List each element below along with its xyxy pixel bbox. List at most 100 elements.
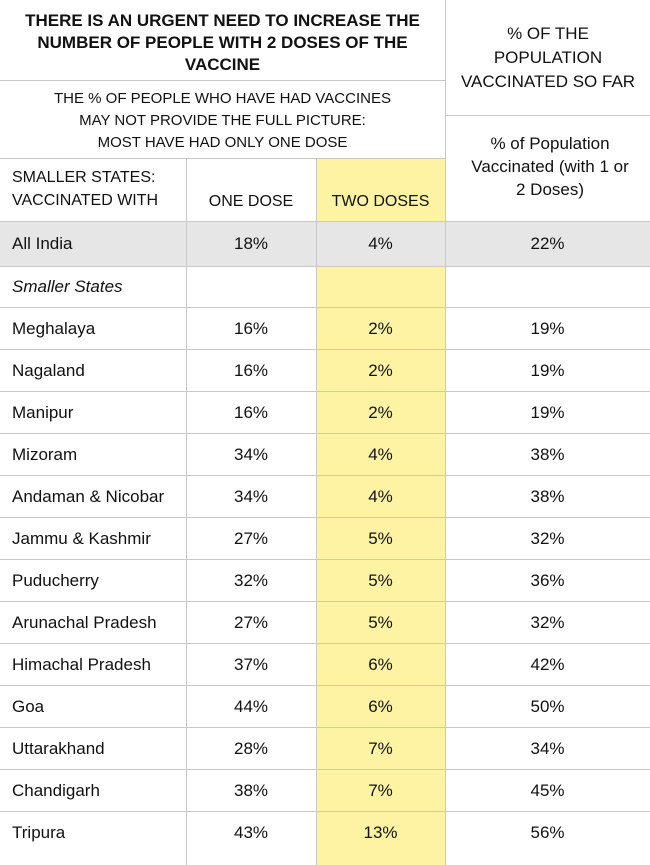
two-doses-highlight (316, 158, 445, 865)
total-vaccinated-value: 42% (530, 655, 565, 674)
total-vaccinated-value: 38% (530, 487, 565, 506)
two-doses-value: 4% (368, 487, 393, 506)
one-dose-value: 27% (233, 529, 269, 548)
two-doses-value: 6% (368, 655, 393, 674)
one-dose-value: 16% (233, 403, 269, 422)
all-india-two-doses: 4% (368, 234, 393, 253)
state-name: Tripura (12, 823, 66, 842)
column-header-two-doses: TWO DOSES (331, 193, 430, 210)
divider (0, 80, 445, 81)
table-row: Meghalaya 16% 2% 19% (0, 308, 650, 350)
one-dose-value: 38% (233, 781, 269, 800)
table-row: Uttarakhand 28% 7% 34% (0, 728, 650, 770)
state-name: Goa (12, 697, 45, 716)
total-vaccinated-value: 34% (530, 739, 565, 758)
table-row: Arunachal Pradesh 27% 5% 32% (0, 602, 650, 644)
total-vaccinated-value: 19% (530, 319, 565, 338)
column-header-states: SMALLER STATES: VACCINATED WITH (12, 169, 159, 209)
table-row: Andaman & Nicobar 34% 4% 38% (0, 476, 650, 518)
table-row: Mizoram 34% 4% 38% (0, 434, 650, 476)
column-divider (186, 158, 187, 865)
state-name: Uttarakhand (12, 739, 105, 758)
total-vaccinated-value: 19% (530, 403, 565, 422)
all-india-label: All India (12, 234, 73, 253)
total-vaccinated-value: 32% (530, 529, 565, 548)
total-vaccinated-value: 19% (530, 361, 565, 380)
subtitle: THE % OF PEOPLE WHO HAVE HAD VACCINES MA… (0, 88, 445, 154)
one-dose-value: 43% (233, 823, 269, 842)
table-row: Jammu & Kashmir 27% 5% 32% (0, 518, 650, 560)
two-doses-value: 7% (368, 781, 393, 800)
table-row: Nagaland 16% 2% 19% (0, 350, 650, 392)
divider (0, 158, 445, 159)
two-doses-value: 5% (368, 613, 393, 632)
table-row: Chandigarh 38% 7% 45% (0, 770, 650, 812)
two-doses-value: 2% (368, 361, 393, 380)
row-divider (0, 517, 650, 518)
two-doses-value: 5% (368, 571, 393, 590)
row-divider (0, 601, 650, 602)
state-name: Puducherry (12, 571, 99, 590)
column-header-one-dose: ONE DOSE (208, 193, 294, 210)
total-vaccinated-value: 50% (530, 697, 565, 716)
two-doses-value: 4% (368, 445, 393, 464)
one-dose-value: 16% (233, 319, 269, 338)
state-table: Smaller States Meghalaya 16% 2% 19% Nagaland… (0, 266, 650, 854)
all-india-one-dose: 18% (233, 234, 269, 253)
state-name: Meghalaya (12, 319, 96, 338)
state-name: Manipur (12, 403, 74, 422)
column-divider (445, 0, 446, 865)
two-doses-value: 6% (368, 697, 393, 716)
state-name: Chandigarh (12, 781, 100, 800)
one-dose-value: 44% (233, 697, 269, 716)
row-divider (0, 307, 650, 308)
two-doses-value: 13% (363, 823, 398, 842)
one-dose-value: 28% (233, 739, 269, 758)
state-name: Mizoram (12, 445, 78, 464)
table-row: Goa 44% 6% 50% (0, 686, 650, 728)
row-divider (0, 685, 650, 686)
two-doses-value: 2% (368, 319, 393, 338)
two-doses-value: 5% (368, 529, 393, 548)
two-doses-value: 7% (368, 739, 393, 758)
state-name: Nagaland (12, 361, 85, 380)
table-row: Tripura 43% 13% 56% (0, 812, 650, 854)
row-divider (0, 349, 650, 350)
one-dose-value: 27% (233, 613, 269, 632)
state-name: Andaman & Nicobar (12, 487, 165, 506)
subtitle-line: MOST HAVE HAD ONLY ONE DOSE (97, 134, 348, 151)
section-label: Smaller States (12, 277, 123, 296)
section-row: Smaller States (0, 266, 650, 308)
row-divider (0, 643, 650, 644)
right-title: % OF THE POPULATION VACCINATED SO FAR (460, 24, 636, 91)
one-dose-value: 34% (233, 445, 269, 464)
row-divider (0, 769, 650, 770)
state-name: Jammu & Kashmir (12, 529, 151, 548)
total-vaccinated-value: 56% (530, 823, 565, 842)
row-divider (0, 391, 650, 392)
row-divider (0, 475, 650, 476)
one-dose-value: 32% (233, 571, 269, 590)
divider (0, 221, 650, 222)
row-divider (0, 811, 650, 812)
table-row: Himachal Pradesh 37% 6% 42% (0, 644, 650, 686)
state-name: Himachal Pradesh (12, 655, 151, 674)
right-subtitle: % of Population Vaccinated (with 1 or 2 … (471, 134, 629, 199)
total-vaccinated-value: 32% (530, 613, 565, 632)
all-india-row-background (0, 221, 650, 266)
table-row: Manipur 16% 2% 19% (0, 392, 650, 434)
row-divider (0, 559, 650, 560)
all-india-total: 22% (530, 234, 565, 253)
divider (0, 266, 650, 267)
row-divider (0, 727, 650, 728)
subtitle-line: THE % OF PEOPLE WHO HAVE HAD VACCINES (53, 90, 391, 107)
column-divider (316, 158, 317, 865)
subtitle-line: MAY NOT PROVIDE THE FULL PICTURE: (79, 112, 366, 129)
one-dose-value: 37% (233, 655, 269, 674)
state-name: Arunachal Pradesh (12, 613, 157, 632)
one-dose-value: 34% (233, 487, 269, 506)
row-divider (0, 433, 650, 434)
total-vaccinated-value: 38% (530, 445, 565, 464)
total-vaccinated-value: 36% (530, 571, 565, 590)
divider (445, 115, 650, 116)
